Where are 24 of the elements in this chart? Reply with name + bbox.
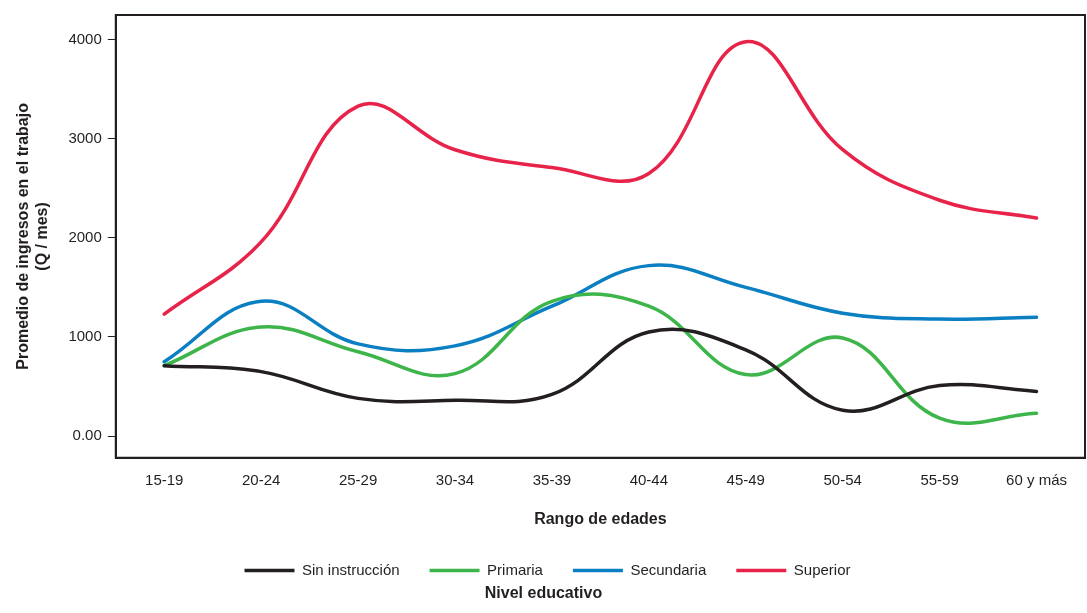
y-tick-label: 3000 [68,128,102,146]
line-series [162,263,1039,364]
x-tick-label: 30-34 [435,470,475,488]
y-tick-label: 0.00 [72,426,102,444]
y-tick-label: 1000 [68,327,102,345]
x-tick-label: 45-49 [726,470,765,488]
y-tick-label: 2000 [68,228,102,246]
x-tick-label: 60 y más [1006,470,1067,488]
x-tick-label: 50-54 [823,470,862,488]
x-tick-label: 20-24 [241,470,281,488]
line-series [162,40,1039,316]
legend-label: Superior [793,560,851,578]
legend-title: Nivel educativo [483,584,604,602]
x-tick-label: 25-29 [338,470,378,488]
legend-label: Secundaria [630,560,707,578]
x-tick-label: 15-19 [145,470,184,488]
y-tick-label: 4000 [68,29,102,47]
x-axis-title: Rango de edades [534,509,667,527]
x-tick-label: 35-39 [532,470,572,488]
legend-label: Sin instrucción [302,560,400,578]
legend-label: Primaria [487,560,544,578]
x-tick-label: 40-44 [629,470,669,488]
y-axis-title: Promedio de ingresos en el trabajo (Q / mes) [14,102,51,370]
x-tick-label: 55-59 [920,470,959,488]
